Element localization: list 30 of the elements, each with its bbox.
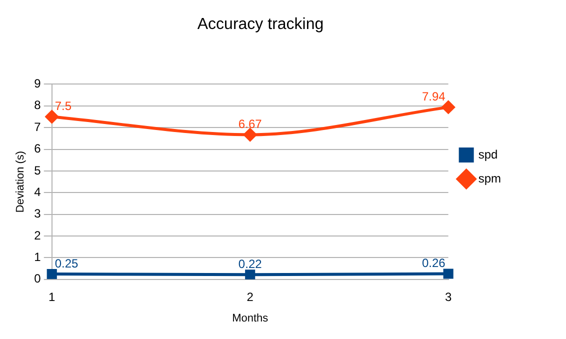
y-tick-label: 4 <box>34 184 42 199</box>
y-tick-label: 3 <box>34 206 42 221</box>
x-tick-label: 1 <box>48 290 56 304</box>
x-tick-label: 2 <box>246 290 254 304</box>
point <box>45 110 58 124</box>
data-label: 7.5 <box>54 99 72 114</box>
chart-title: Accuracy tracking <box>197 16 324 34</box>
data-label: 0.25 <box>54 256 79 270</box>
y-tick-label: 2 <box>34 228 42 242</box>
y-tick-label: 6 <box>34 142 42 156</box>
legend-label: spm <box>478 171 502 186</box>
point <box>244 128 257 142</box>
data-label: 0.22 <box>238 256 262 271</box>
legend-label: spd <box>478 147 498 162</box>
y-tick-label: 5 <box>34 163 42 178</box>
data-label: 0.26 <box>422 256 446 270</box>
x-axis-title: Months <box>232 312 269 324</box>
y-axis-title: Deviation (s) <box>14 150 27 213</box>
x-tick-label: 3 <box>444 290 452 304</box>
data-label: 6.67 <box>238 117 262 132</box>
y-tick-label: 9 <box>34 76 42 91</box>
point <box>443 268 454 279</box>
y-tick-label: 7 <box>34 120 42 134</box>
y-tick-label: 8 <box>34 98 42 112</box>
data-label: 7.94 <box>422 90 446 104</box>
y-tick-label: 0 <box>34 272 42 286</box>
point <box>245 270 256 280</box>
y-tick-label: 1 <box>34 250 42 264</box>
point <box>442 100 455 114</box>
point <box>46 268 57 280</box>
